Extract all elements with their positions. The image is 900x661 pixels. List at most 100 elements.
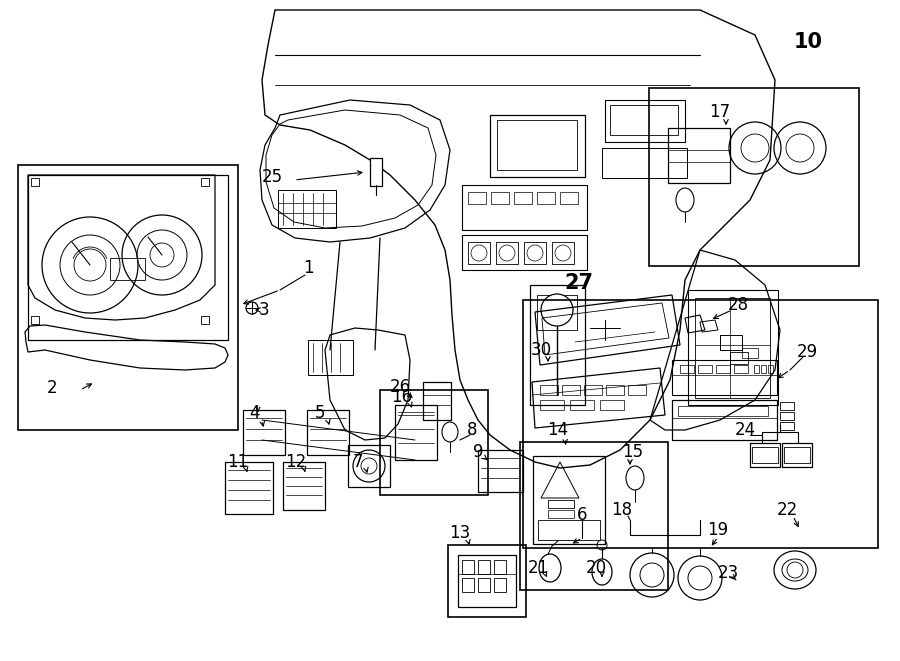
Bar <box>468 192 486 204</box>
Bar <box>754 365 759 373</box>
Bar <box>370 158 382 186</box>
Text: 17: 17 <box>709 103 731 121</box>
Text: 4: 4 <box>250 404 260 422</box>
Bar <box>761 365 766 373</box>
Text: 10: 10 <box>794 32 823 52</box>
Bar <box>110 258 145 280</box>
Bar <box>672 400 777 440</box>
Text: 11: 11 <box>228 453 248 471</box>
Bar <box>497 120 577 170</box>
Bar <box>530 285 585 405</box>
Bar <box>742 348 758 358</box>
Bar <box>243 410 285 455</box>
Bar <box>750 443 780 467</box>
Bar <box>201 316 209 324</box>
Bar <box>584 385 602 395</box>
Bar <box>720 335 742 350</box>
Bar <box>462 185 587 230</box>
Bar <box>602 148 687 178</box>
Bar <box>520 442 668 590</box>
Text: 20: 20 <box>585 559 607 577</box>
Bar <box>560 192 578 204</box>
Text: 26: 26 <box>390 378 410 396</box>
Text: 23: 23 <box>717 564 739 582</box>
Bar <box>784 447 810 463</box>
Bar <box>780 412 794 420</box>
Bar <box>308 340 353 375</box>
Bar <box>552 242 574 264</box>
Bar <box>380 390 488 495</box>
Bar <box>678 406 768 416</box>
Bar <box>540 385 558 395</box>
Bar <box>782 443 812 467</box>
Bar <box>730 352 748 364</box>
Bar <box>680 365 694 373</box>
Circle shape <box>246 302 258 314</box>
Bar <box>494 560 506 574</box>
Bar <box>540 400 564 410</box>
Bar <box>752 447 778 463</box>
Text: 13: 13 <box>449 524 471 542</box>
Bar <box>538 520 600 540</box>
Text: 6: 6 <box>577 506 587 524</box>
Bar <box>448 545 526 617</box>
Bar <box>688 290 778 405</box>
Text: 25: 25 <box>261 168 283 186</box>
Bar <box>462 235 587 270</box>
Bar <box>768 365 773 373</box>
Bar <box>716 365 730 373</box>
Bar <box>478 560 490 574</box>
Text: 21: 21 <box>527 559 549 577</box>
Text: 28: 28 <box>727 296 749 314</box>
Bar <box>395 405 437 460</box>
Text: 24: 24 <box>734 421 756 439</box>
Bar <box>570 400 594 410</box>
Bar <box>478 450 523 492</box>
Text: 16: 16 <box>392 388 412 406</box>
Bar <box>283 462 325 510</box>
Bar <box>496 242 518 264</box>
Text: 9: 9 <box>472 443 483 461</box>
Bar <box>491 192 509 204</box>
Bar <box>514 192 532 204</box>
Bar <box>494 578 506 592</box>
Bar <box>628 385 646 395</box>
Text: 19: 19 <box>707 521 729 539</box>
Bar <box>31 316 39 324</box>
Bar <box>562 385 580 395</box>
Bar <box>548 500 574 508</box>
Bar <box>698 365 712 373</box>
Text: 15: 15 <box>623 443 644 461</box>
Text: 1: 1 <box>302 259 313 277</box>
Bar <box>537 295 577 330</box>
Bar <box>672 360 777 395</box>
Bar <box>201 178 209 186</box>
Bar <box>307 410 349 455</box>
Bar <box>225 462 273 514</box>
Bar <box>423 382 451 420</box>
Bar <box>780 402 794 410</box>
Bar <box>524 242 546 264</box>
Bar <box>478 578 490 592</box>
Text: 30: 30 <box>530 341 552 359</box>
Bar <box>533 456 605 544</box>
Bar <box>606 385 624 395</box>
Bar <box>462 578 474 592</box>
Bar <box>668 128 730 183</box>
Bar <box>348 445 390 487</box>
Bar <box>605 100 685 142</box>
Bar <box>610 105 678 135</box>
Text: 3: 3 <box>258 301 269 319</box>
Bar <box>468 242 490 264</box>
Bar <box>600 400 624 410</box>
Bar <box>18 165 238 430</box>
Bar <box>490 115 585 177</box>
Text: 5: 5 <box>315 404 325 422</box>
Bar <box>278 190 336 228</box>
Bar <box>31 178 39 186</box>
Circle shape <box>541 294 573 326</box>
Text: 29: 29 <box>796 343 817 361</box>
Bar <box>695 298 770 398</box>
Text: 27: 27 <box>564 273 593 293</box>
Text: 12: 12 <box>285 453 307 471</box>
